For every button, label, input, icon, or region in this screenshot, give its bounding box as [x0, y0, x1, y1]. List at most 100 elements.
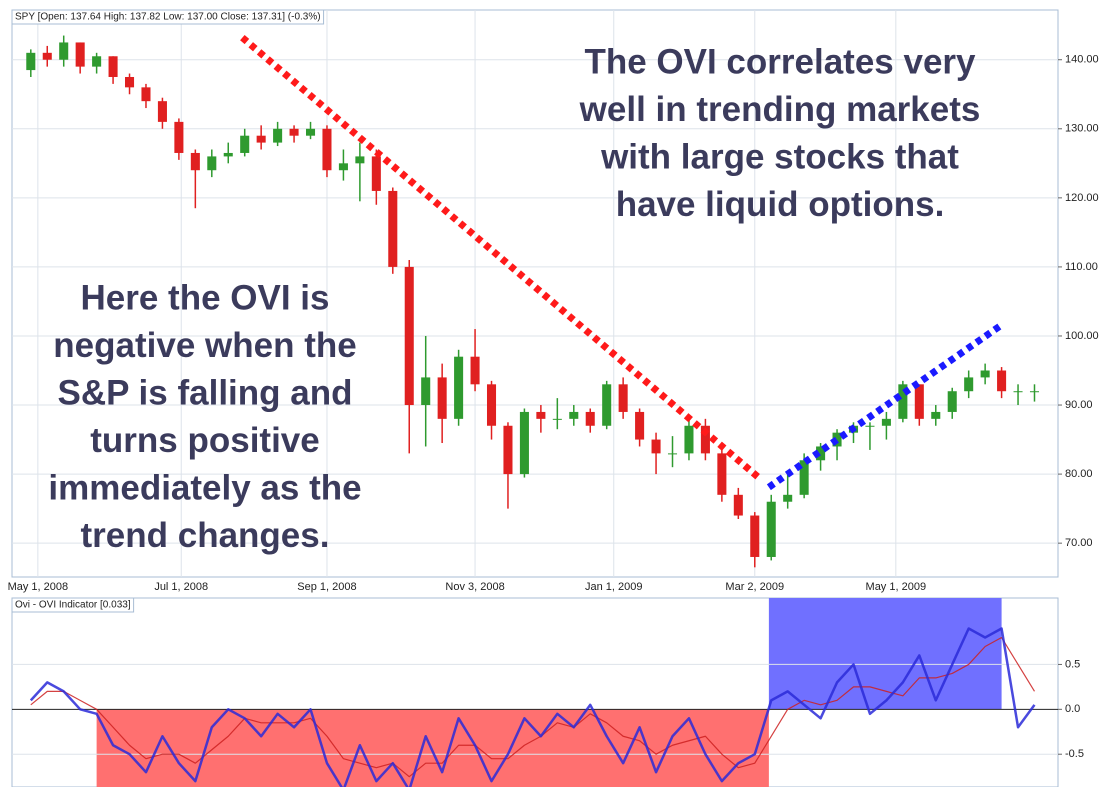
panel-title: SPY [Open: 137.64 High: 137.82 Low: 137.…	[15, 12, 321, 23]
candle-body	[157, 101, 167, 122]
candle-body	[914, 384, 924, 419]
panel-title-box	[11, 9, 325, 25]
x-tick-label: Jan 1, 2009	[585, 581, 643, 593]
region	[768, 598, 1002, 710]
x-tick-label: Sep 1, 2008	[297, 581, 356, 593]
y-tick-label: 80.00	[1065, 468, 1093, 480]
x-tick-label: Mar 2, 2009	[725, 581, 784, 593]
candle-body	[651, 439, 661, 454]
candle-body	[92, 56, 102, 67]
x-tick-label: Jul 1, 2008	[154, 581, 208, 593]
candle-body	[470, 356, 480, 385]
candle-body	[454, 356, 464, 419]
annotation: well in trending markets	[579, 90, 981, 129]
region	[96, 709, 769, 787]
candle-body	[289, 128, 299, 136]
candle-body	[816, 446, 826, 461]
candle-body	[42, 52, 52, 60]
candle-body	[125, 76, 135, 88]
candle-body	[931, 411, 941, 419]
annotation: have liquid options.	[616, 185, 945, 224]
candle-body	[338, 163, 348, 171]
candle-body	[190, 152, 200, 171]
candle-body	[898, 384, 908, 419]
candle-body	[865, 425, 875, 427]
annotation: trend changes.	[81, 516, 330, 555]
candle-body	[240, 135, 250, 153]
candle-body	[536, 411, 546, 419]
candle-body	[997, 370, 1007, 392]
candle-body	[75, 42, 85, 67]
y-tick-label: 0.0	[1065, 703, 1080, 715]
candle-body	[108, 56, 118, 77]
candle-body	[421, 377, 431, 406]
candle-body	[783, 494, 793, 502]
panel-title: Ovi - OVI Indicator [0.033]	[15, 600, 131, 611]
candle-body	[322, 128, 332, 171]
y-tick-label: 120.00	[1065, 192, 1099, 204]
candle-body	[256, 135, 266, 143]
candle-body	[1029, 391, 1040, 393]
annotation: S&P is falling and	[58, 373, 353, 412]
candle-body	[26, 52, 36, 71]
annotation: negative when the	[53, 326, 356, 365]
candle-body	[667, 453, 678, 455]
candle-body	[1013, 391, 1023, 393]
candle-body	[174, 121, 184, 153]
candle-body	[799, 460, 809, 495]
candle-body	[59, 42, 69, 60]
candle-body	[355, 156, 365, 164]
x-tick-label: May 1, 2009	[866, 581, 927, 593]
series-line	[30, 636, 1036, 778]
candle-body	[404, 266, 414, 406]
y-tick-label: 140.00	[1065, 54, 1099, 66]
candle-body	[552, 418, 562, 420]
candle-body	[388, 190, 398, 267]
y-tick-label: 0.5	[1065, 658, 1080, 670]
candle-body	[700, 425, 710, 454]
candle-body	[733, 494, 743, 516]
candle-body	[947, 391, 957, 412]
candle-body	[881, 418, 891, 426]
candle-body	[437, 377, 447, 419]
y-tick-label: 100.00	[1065, 330, 1099, 342]
candle-body	[964, 377, 974, 392]
candle-body	[273, 128, 283, 143]
annotation: turns positive	[90, 421, 319, 460]
candle-body	[503, 425, 513, 475]
trendline	[240, 34, 762, 481]
candle-body	[980, 370, 990, 378]
x-tick-label: Nov 3, 2008	[445, 581, 504, 593]
y-tick-label: 70.00	[1065, 537, 1093, 549]
x-tick-label: May 1, 2008	[8, 581, 69, 593]
candle-body	[519, 411, 529, 475]
candle-body	[766, 501, 776, 557]
candle-body	[371, 156, 381, 191]
candle-body	[569, 411, 579, 419]
annotation: Here the OVI is	[81, 278, 330, 317]
candle-body	[223, 152, 233, 157]
candle-body	[717, 453, 727, 495]
candle-body	[635, 411, 645, 440]
candle-body	[141, 87, 151, 102]
y-tick-label: 130.00	[1065, 123, 1099, 135]
candle-body	[750, 515, 760, 557]
candle-body	[207, 156, 217, 171]
trendline	[766, 322, 1004, 491]
annotation: immediately as the	[48, 468, 361, 507]
panel-title-box	[11, 597, 135, 613]
plot-area	[11, 9, 1059, 578]
candle-body	[305, 128, 316, 136]
candle-body	[585, 411, 595, 426]
candle-body	[602, 384, 612, 426]
annotation: The OVI correlates very	[584, 42, 976, 81]
candle-body	[684, 425, 694, 454]
y-tick-label: 110.00	[1065, 261, 1098, 273]
candle-body	[486, 384, 497, 426]
y-tick-label: -0.5	[1065, 748, 1084, 760]
annotation: with large stocks that	[600, 137, 959, 176]
candle-body	[618, 384, 628, 412]
candle-body	[832, 432, 842, 447]
series-line	[29, 627, 1036, 787]
